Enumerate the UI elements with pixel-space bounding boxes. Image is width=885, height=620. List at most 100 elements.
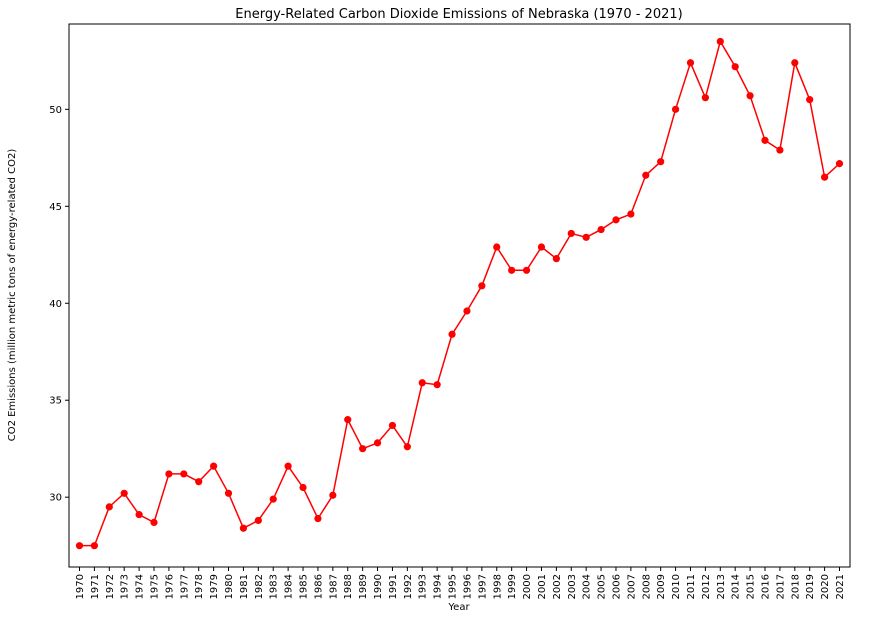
- x-axis: 1970 1971 1972 1973 1974 1975 1976 1977 1978 1979…: [75, 567, 846, 599]
- data-point: [210, 462, 218, 470]
- x-tick-label: 2010: [671, 574, 682, 599]
- x-tick-label: 1972: [105, 574, 116, 599]
- data-point: [344, 416, 352, 424]
- x-tick-label: 1981: [239, 574, 250, 599]
- data-point: [299, 483, 307, 492]
- data-point: [165, 470, 173, 478]
- data-point: [373, 439, 382, 447]
- x-axis-label: Year: [447, 602, 470, 613]
- x-tick-label: 1977: [179, 574, 190, 599]
- x-tick-label: 1989: [358, 574, 369, 599]
- data-point: [403, 443, 411, 451]
- data-point: [686, 59, 695, 67]
- data-point: [657, 158, 665, 166]
- plot-area: [68, 23, 851, 568]
- data-point: [537, 243, 546, 251]
- data-point: [493, 243, 501, 251]
- x-tick-label: 1997: [477, 574, 488, 599]
- x-tick-label: 1984: [284, 574, 295, 599]
- data-point: [90, 542, 99, 550]
- x-tick-label: 2012: [701, 574, 712, 599]
- x-tick-label: 1983: [269, 574, 280, 599]
- data-point: [135, 511, 143, 519]
- series-line: [75, 37, 844, 550]
- x-tick-label: 1992: [403, 574, 414, 599]
- x-tick-label: 1985: [299, 574, 310, 599]
- y-axis-label: CO2 Emissions (million metric tons of en…: [7, 149, 18, 442]
- data-point: [552, 255, 560, 263]
- x-tick-label: 1990: [373, 574, 384, 599]
- data-point: [806, 96, 814, 104]
- data-point: [761, 136, 769, 144]
- x-tick-label: 2011: [686, 574, 697, 599]
- data-point: [791, 59, 799, 67]
- series-path: [79, 39, 841, 547]
- data-point: [284, 462, 292, 470]
- chart-title: Energy-Related Carbon Dioxide Emissions …: [235, 7, 682, 22]
- y-tick-label: 45: [49, 202, 62, 213]
- data-point: [418, 379, 426, 387]
- data-point: [612, 216, 620, 224]
- x-tick-label: 1991: [388, 574, 399, 599]
- data-point: [150, 518, 158, 526]
- x-tick-label: 1975: [150, 574, 161, 599]
- data-point: [746, 92, 754, 100]
- data-point: [269, 495, 277, 503]
- x-tick-label: 1980: [224, 574, 235, 599]
- data-point: [627, 210, 635, 218]
- x-tick-label: 1996: [462, 574, 473, 599]
- x-tick-label: 2003: [567, 574, 578, 599]
- y-tick-label: 40: [49, 299, 62, 310]
- x-tick-label: 2018: [790, 574, 801, 599]
- x-tick-label: 1999: [507, 574, 518, 599]
- data-point: [105, 503, 113, 511]
- data-point: [359, 445, 367, 453]
- data-point: [701, 94, 709, 102]
- x-tick-label: 2016: [760, 574, 771, 599]
- data-point: [463, 307, 471, 315]
- x-tick-label: 2020: [820, 574, 831, 599]
- x-tick-label: 2002: [552, 574, 563, 599]
- data-point: [582, 233, 590, 241]
- x-tick-label: 1994: [433, 574, 444, 599]
- data-point: [671, 105, 680, 113]
- x-tick-label: 1970: [75, 574, 86, 599]
- data-point: [314, 514, 322, 523]
- x-tick-label: 1978: [194, 574, 205, 599]
- data-point: [239, 524, 248, 532]
- data-point: [522, 266, 531, 274]
- x-tick-label: 2015: [746, 574, 757, 599]
- x-tick-label: 1979: [209, 574, 220, 599]
- x-tick-label: 1987: [328, 574, 339, 599]
- x-tick-label: 1998: [492, 574, 503, 599]
- data-point: [224, 489, 233, 497]
- data-point: [731, 63, 739, 71]
- data-point: [642, 171, 650, 179]
- x-tick-label: 2014: [731, 574, 742, 599]
- x-tick-label: 2006: [611, 574, 622, 599]
- y-tick-label: 50: [49, 105, 62, 116]
- x-tick-label: 2013: [716, 574, 727, 599]
- x-tick-label: 1974: [135, 574, 146, 599]
- data-point: [478, 282, 486, 290]
- data-point: [448, 330, 456, 338]
- x-tick-label: 1976: [164, 574, 175, 599]
- data-point: [508, 266, 516, 274]
- data-point: [820, 173, 829, 181]
- x-tick-label: 2004: [582, 574, 593, 599]
- data-point: [835, 160, 844, 168]
- data-point: [75, 542, 84, 550]
- data-point: [567, 229, 575, 238]
- x-tick-label: 2017: [775, 574, 786, 599]
- data-point: [433, 381, 441, 389]
- y-axis: 30 35 40 45 50: [49, 105, 69, 504]
- y-tick-label: 35: [49, 396, 62, 407]
- data-point: [597, 225, 605, 234]
- data-point: [329, 491, 337, 499]
- x-tick-label: 2008: [641, 574, 652, 599]
- x-tick-label: 2001: [537, 574, 548, 599]
- x-tick-label: 1988: [343, 574, 354, 599]
- data-point: [195, 478, 203, 486]
- y-tick-label: 30: [49, 493, 62, 504]
